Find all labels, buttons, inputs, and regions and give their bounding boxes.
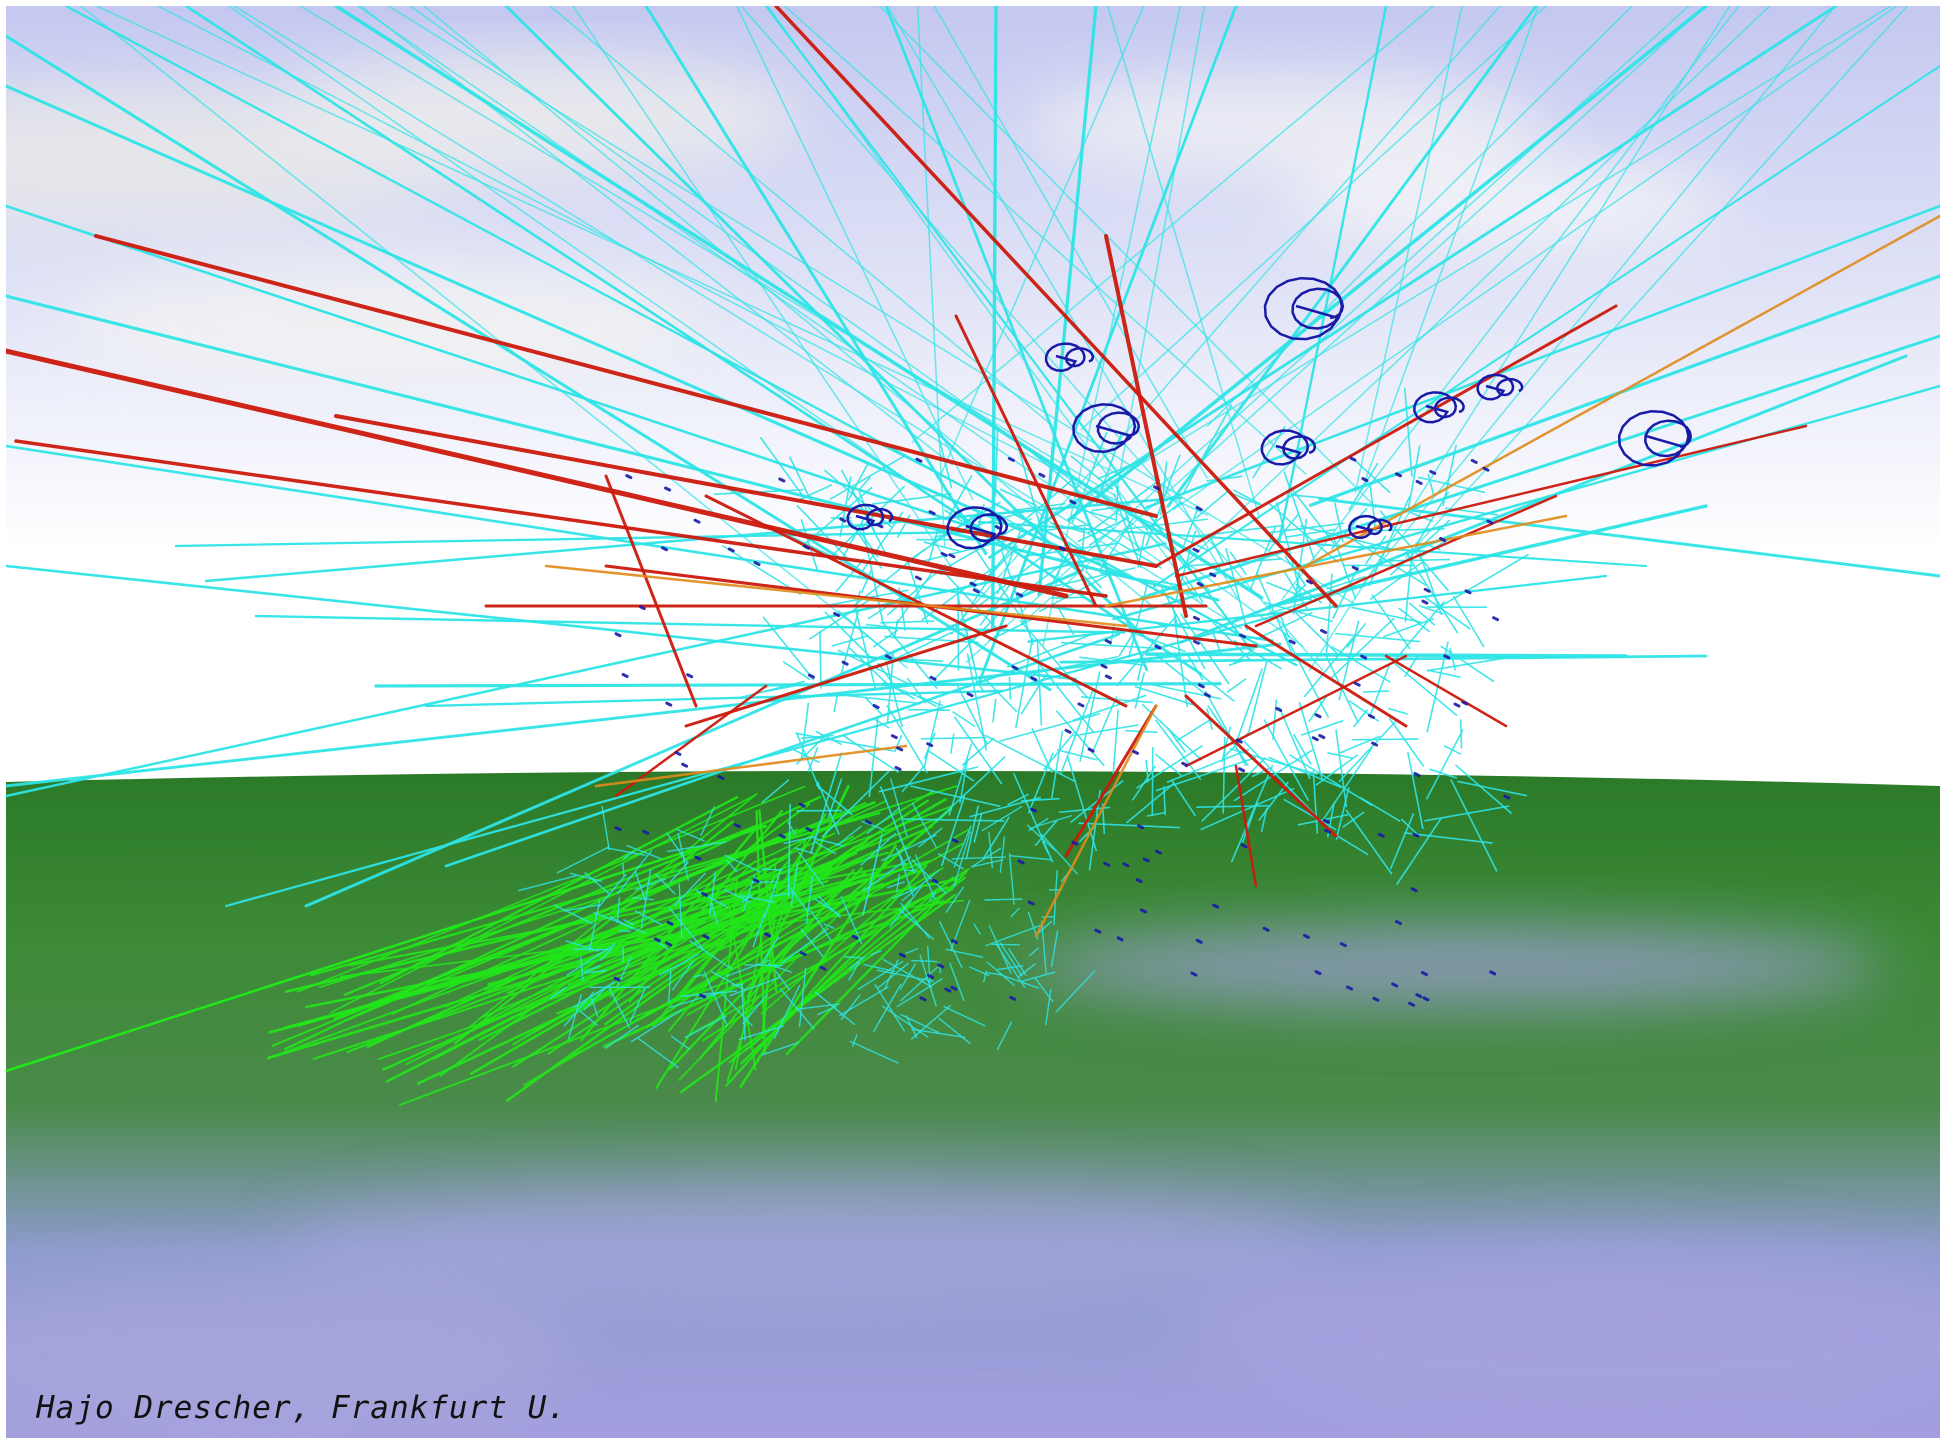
water-patches: [6, 926, 1940, 1436]
track-visualization: [6, 6, 1940, 1438]
particle-collision-render: Hajo Drescher, Frankfurt U.: [6, 6, 1940, 1438]
image-credit: Hajo Drescher, Frankfurt U.: [36, 1390, 567, 1426]
particle-tracks: [6, 6, 1940, 1106]
